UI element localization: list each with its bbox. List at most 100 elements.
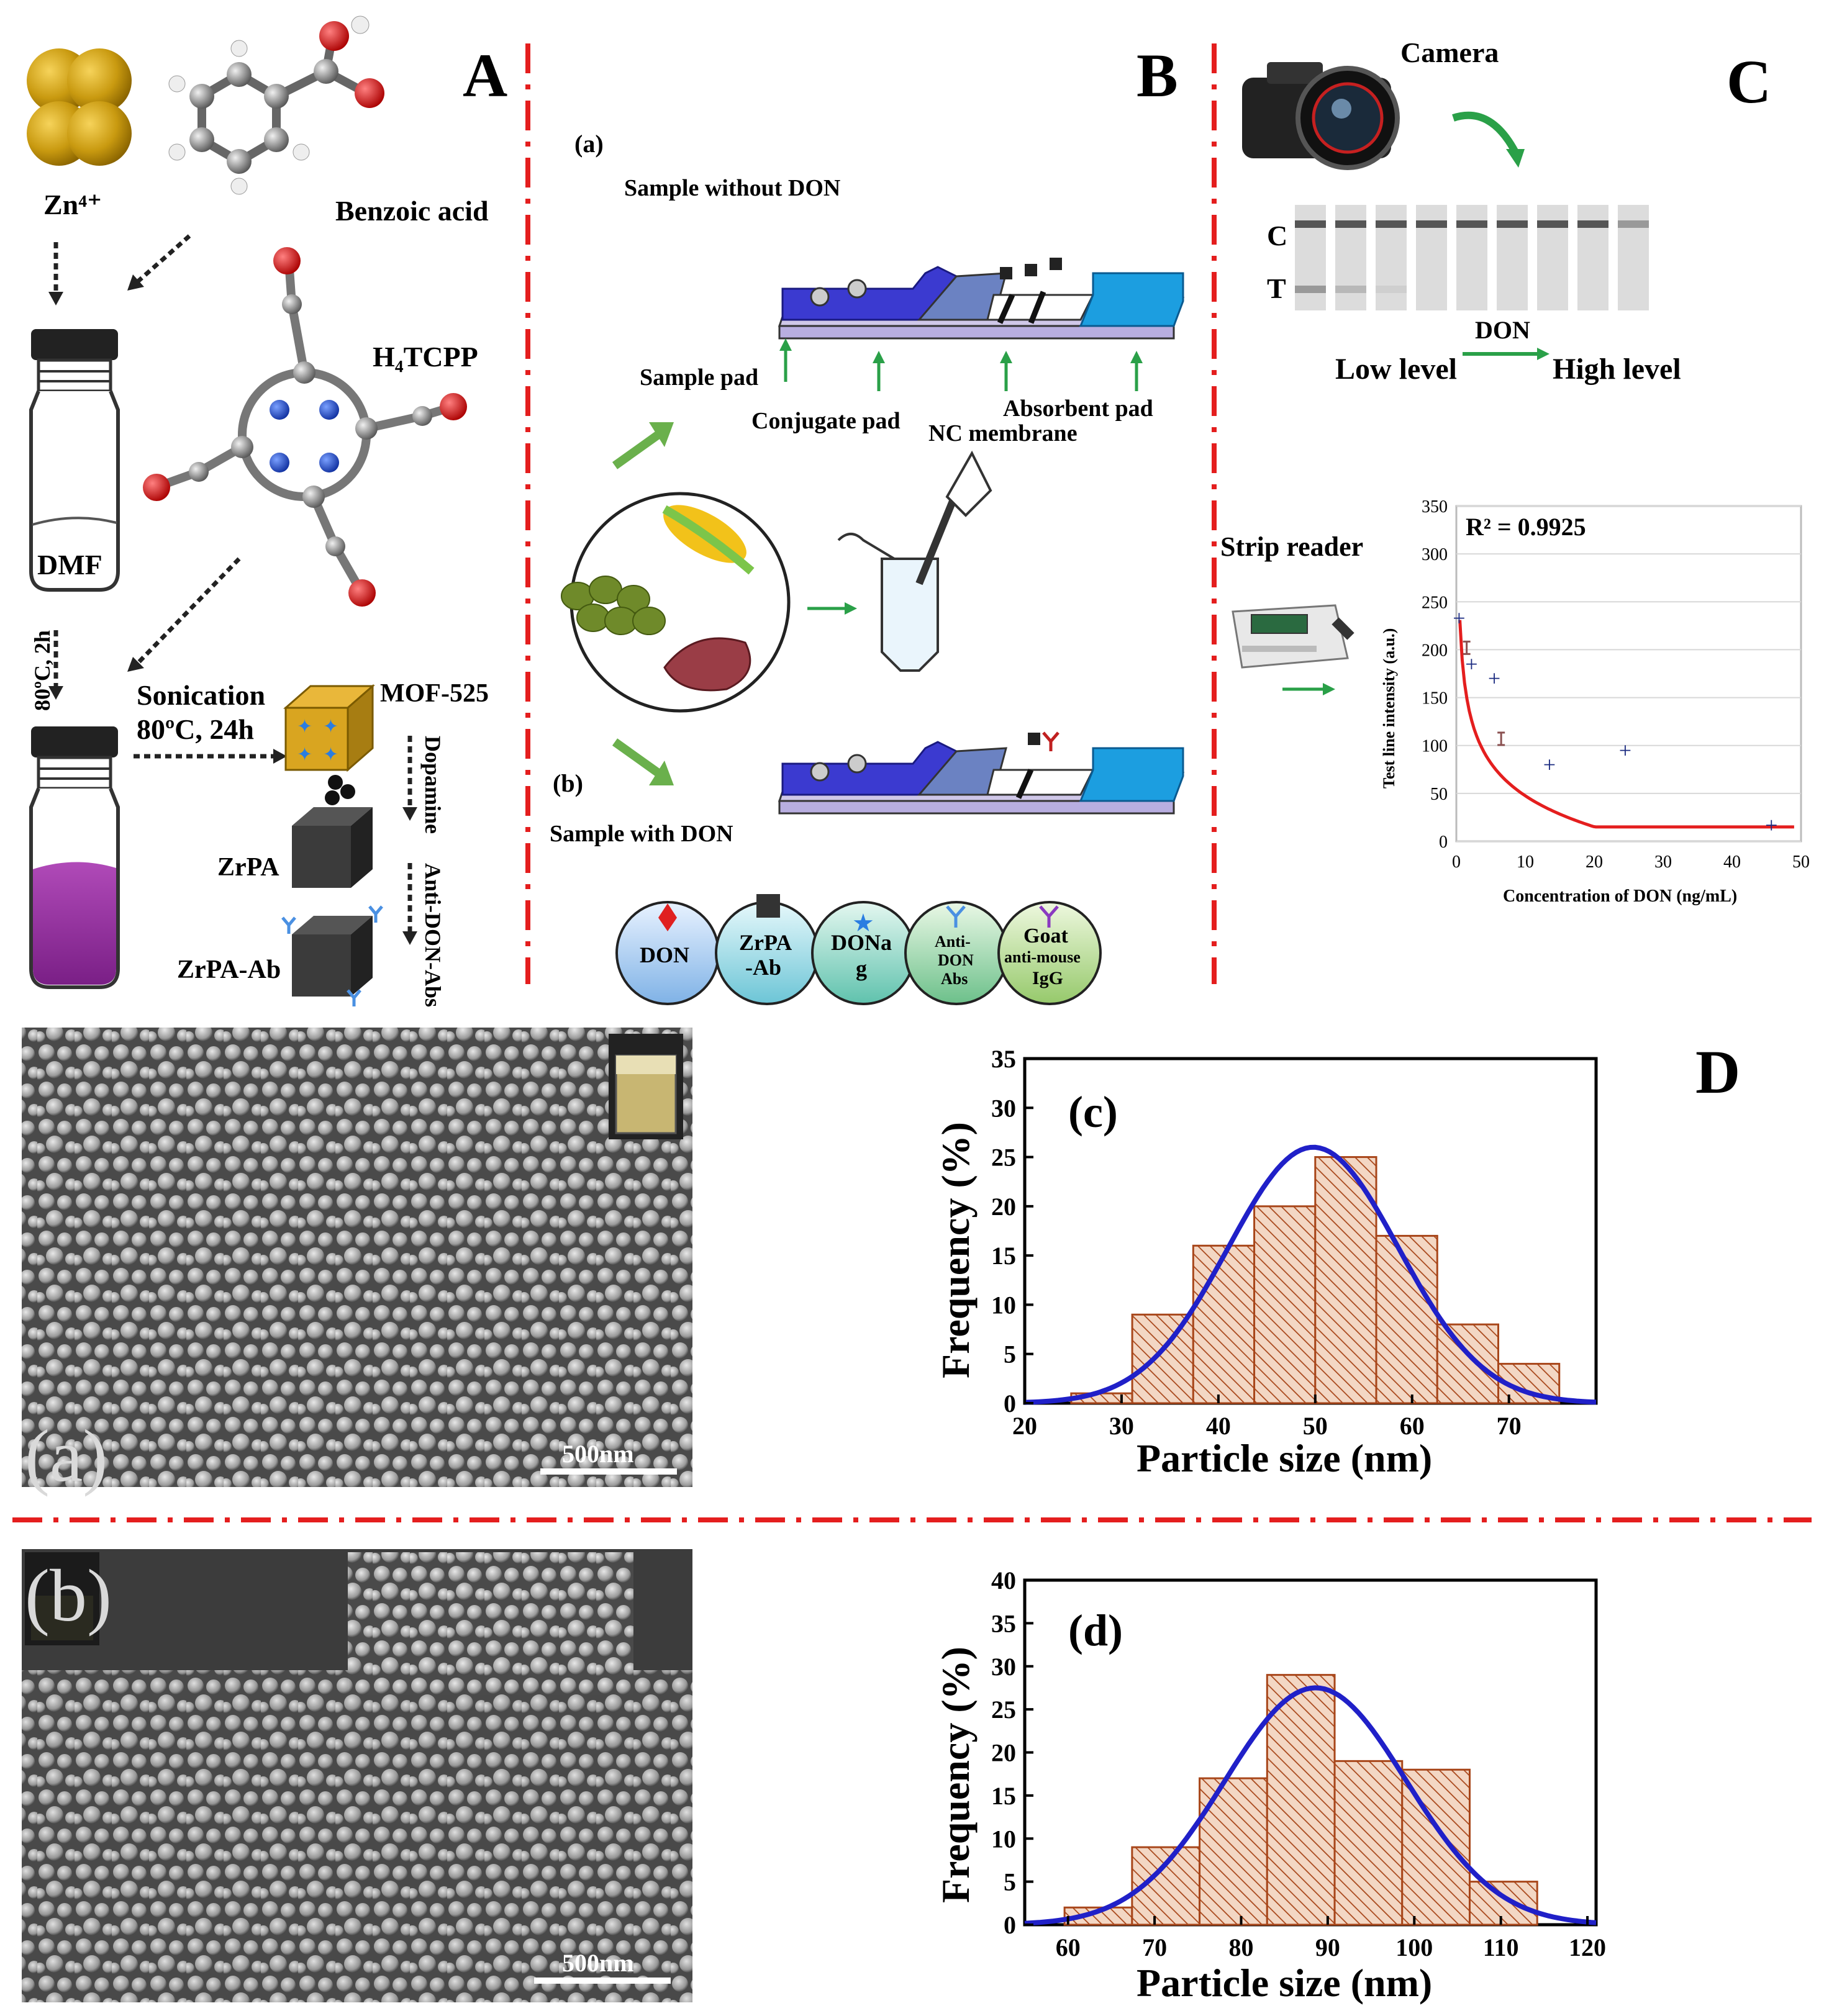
- x-tick-label: 60: [1056, 1933, 1081, 1961]
- histogram-bar: [1333, 1760, 1404, 1926]
- y-tick-label: 35: [991, 1609, 1016, 1637]
- histogram-bar: [1131, 1313, 1194, 1404]
- legend-donag-2: g: [856, 956, 867, 981]
- camera-icon: [1242, 62, 1400, 170]
- svg-text:✦: ✦: [323, 716, 338, 737]
- h4tcpp-label: H₄TCPP: [373, 341, 478, 373]
- y-tick-label: 15: [991, 1782, 1016, 1810]
- panel-letter-a: A: [463, 41, 507, 110]
- test-strips: [1295, 205, 1649, 310]
- arrows-a: [53, 234, 412, 931]
- histogram-d: 60 70 80 90 100 110 120 0 5 10 15 20 25 30 35 40: [991, 1566, 1606, 1961]
- b-a-label: (a): [574, 130, 604, 158]
- y-tick-label: 100: [1422, 737, 1448, 756]
- calibration-point: +: [1765, 813, 1777, 838]
- dmf-vial: [29, 329, 120, 592]
- x-tick-label: 20: [1586, 852, 1603, 872]
- x-tick-label: 10: [1517, 852, 1534, 872]
- h4tcpp-atoms: [143, 247, 467, 607]
- sem-a-scale: 500nm: [562, 1440, 634, 1468]
- calibration-grid: [1456, 505, 1801, 842]
- calibration-fit-curve: [1458, 620, 1794, 829]
- sem-a-label: (a): [25, 1414, 107, 1497]
- x-tick-label: 110: [1483, 1933, 1519, 1961]
- calibration-point: +: [1465, 652, 1477, 677]
- y-tick-label: 150: [1422, 689, 1448, 708]
- calibration-error-point: [1463, 640, 1471, 655]
- sem-image-a: [22, 1028, 692, 1487]
- x-tick-label: 0: [1452, 852, 1461, 872]
- x-tick-label: 20: [1012, 1412, 1037, 1440]
- legend-antidon-1: Anti-: [935, 933, 971, 951]
- calibration-point: +: [1619, 738, 1631, 762]
- x-tick-label: 60: [1400, 1412, 1425, 1440]
- calibration-error-point: [1497, 731, 1505, 746]
- x-tick-label: 50: [1792, 852, 1810, 872]
- strip-reader-icon: [1232, 604, 1354, 669]
- calib-ylabel: Test line intensity (a.u.): [1380, 628, 1398, 789]
- y-tick-label: 25: [991, 1696, 1016, 1724]
- histogram-c: 20 30 40 50 60 70 0 5 10 15 20 25 30 35: [991, 1045, 1598, 1440]
- calibration-point: +: [1453, 606, 1465, 631]
- panel-letter-c: C: [1726, 47, 1771, 116]
- sem-b-label: (b): [25, 1554, 112, 1637]
- absorbent-pad-label: Absorbent pad: [1003, 396, 1153, 422]
- zrpa-ab-cube: [281, 905, 383, 1006]
- y-tick-label: 15: [991, 1242, 1016, 1270]
- tube-and-pipette: [837, 450, 992, 672]
- y-tick-label: 5: [1004, 1868, 1016, 1896]
- panel-b: B (a) Sample without DON Sample pad Conj: [550, 41, 1185, 1005]
- legend-donag-1: DONa: [831, 930, 892, 955]
- hist-d-title: (d): [1068, 1606, 1123, 1655]
- nc-membrane-label: NC membrane: [928, 420, 1078, 446]
- y-tick-label: 0: [1004, 1911, 1016, 1939]
- c-line-label: C: [1267, 220, 1287, 251]
- don-diamond-icon: [658, 903, 677, 931]
- histogram-c-bars: [1070, 1156, 1561, 1404]
- histogram-bar: [1436, 1323, 1500, 1404]
- donag-star-icon: ★: [852, 909, 874, 937]
- y-tick-label: 10: [991, 1825, 1016, 1853]
- strip-reader-label: Strip reader: [1220, 531, 1363, 562]
- calibration-point: +: [1543, 753, 1556, 777]
- calib-xlabel: Concentration of DON (ng/mL): [1503, 887, 1737, 906]
- zrpa-cube-icon: [756, 894, 780, 918]
- b-b-label: (b): [553, 769, 583, 797]
- y-tick-label: 0: [1439, 833, 1448, 852]
- high-level-label: High level: [1553, 353, 1681, 386]
- calibration-point: +: [1488, 666, 1500, 691]
- calibration-ticks: 0 50 100 150 200 250 300 350 0 10 20 30 40 50: [1422, 497, 1810, 872]
- benzoic-atoms: [168, 16, 384, 195]
- legend-zrpa: ZrPA: [739, 930, 792, 955]
- y-tick-label: 30: [991, 1094, 1016, 1122]
- b-with-label: Sample with DON: [550, 821, 733, 847]
- svg-text:✦: ✦: [297, 716, 312, 737]
- y-tick-label: 300: [1422, 545, 1448, 564]
- calibration-points: ++++++: [1453, 606, 1777, 838]
- antibody-blue-icon: [946, 905, 966, 928]
- dmf-label: DMF: [37, 549, 102, 581]
- x-tick-label: 30: [1654, 852, 1672, 872]
- histogram-bar: [1468, 1881, 1538, 1926]
- don-level-label: DON: [1475, 316, 1530, 344]
- heat-label: 80ºC, 2h: [30, 630, 55, 711]
- x-tick-label: 90: [1315, 1933, 1340, 1961]
- sample-arrows: [612, 422, 857, 785]
- sem-image-b: [22, 1549, 692, 2002]
- mof-cube: ✦ ✦ ✦ ✦: [283, 684, 375, 805]
- zn-cluster: [27, 48, 132, 166]
- conjugate-pad-label: Conjugate pad: [751, 408, 901, 434]
- b-without-label: Sample without DON: [624, 175, 840, 201]
- panel-dividers: [12, 43, 1812, 1522]
- y-tick-label: 20: [991, 1739, 1016, 1767]
- legend-goat-2: anti-mouse: [1004, 948, 1081, 966]
- x-tick-label: 120: [1569, 1933, 1606, 1961]
- mof-label: MOF-525: [380, 679, 489, 708]
- strip-a-pointers: [779, 338, 1143, 391]
- t-line-label: T: [1267, 273, 1286, 304]
- hist-c-xlabel: Particle size (nm): [1137, 1436, 1432, 1480]
- y-tick-label: 35: [991, 1045, 1016, 1073]
- x-tick-label: 40: [1206, 1412, 1231, 1440]
- sem-b-scale: 500nm: [562, 1949, 634, 1977]
- x-tick-label: 100: [1395, 1933, 1433, 1961]
